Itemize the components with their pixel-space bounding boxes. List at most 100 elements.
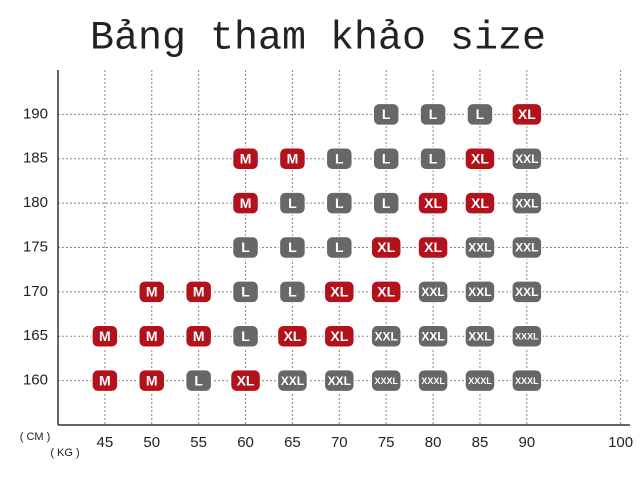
size-marker (464, 368, 496, 393)
size-label: XXL (515, 196, 538, 210)
size-marker (138, 324, 166, 348)
size-marker (278, 235, 307, 260)
size-label: M (193, 328, 205, 344)
size-label: XL (471, 150, 489, 166)
size-marker (464, 147, 496, 171)
size-label: XXXL (468, 376, 492, 386)
size-marker (372, 191, 400, 215)
size-label: XL (424, 195, 442, 211)
size-label: XXL (421, 285, 444, 299)
size-marker (511, 102, 543, 127)
size-label: XL (424, 239, 442, 255)
size-marker (325, 191, 354, 215)
size-label: XXL (281, 374, 304, 388)
size-marker (231, 235, 260, 260)
size-label: XL (237, 372, 255, 388)
size-label: L (194, 372, 203, 388)
size-marker (184, 324, 213, 348)
size-label: XXXL (374, 376, 398, 386)
size-label: XXL (468, 329, 491, 343)
size-label: XXXL (515, 376, 539, 386)
size-label: M (99, 372, 111, 388)
x-tick-label: 90 (519, 434, 536, 451)
size-marker (419, 102, 447, 127)
size-marker (231, 280, 260, 304)
x-tick-label: 100 (608, 434, 633, 451)
y-tick-label: 175 (23, 238, 48, 255)
size-label: XXL (515, 285, 538, 299)
size-label: M (240, 150, 252, 166)
size-label: L (288, 284, 297, 300)
x-tick-label: 55 (190, 434, 207, 451)
size-marker (417, 368, 449, 393)
size-label: XXL (515, 152, 538, 166)
size-marker (138, 280, 166, 304)
size-label: XL (283, 328, 301, 344)
size-marker (229, 368, 262, 393)
size-label: M (146, 284, 158, 300)
size-marker (372, 102, 400, 127)
size-marker (278, 191, 307, 215)
size-label: L (429, 106, 438, 122)
size-label: M (287, 150, 299, 166)
size-label: XL (471, 195, 489, 211)
size-label: XXL (515, 241, 538, 255)
size-label: M (146, 328, 158, 344)
size-label: L (335, 239, 344, 255)
size-marker (417, 235, 449, 260)
size-label: L (241, 284, 250, 300)
size-marker (276, 368, 309, 393)
size-label: XXL (328, 374, 351, 388)
size-label: XXL (468, 285, 491, 299)
x-axis-label: ( KG ) (50, 447, 79, 459)
size-marker (370, 235, 402, 260)
size-label: XXXL (515, 332, 539, 342)
size-label: M (240, 195, 252, 211)
size-label: XL (377, 284, 395, 300)
size-marker (511, 368, 543, 393)
size-marker (231, 147, 260, 171)
size-marker (417, 324, 449, 348)
size-marker (417, 191, 449, 215)
size-marker (278, 280, 307, 304)
size-label: XL (330, 284, 348, 300)
size-marker (91, 324, 119, 348)
size-label: L (335, 150, 344, 166)
size-label: M (146, 372, 158, 388)
size-marker (370, 368, 402, 393)
size-marker (370, 280, 402, 304)
size-marker (464, 324, 496, 348)
size-marker (370, 324, 402, 348)
y-tick-label: 180 (23, 194, 48, 211)
size-marker (184, 280, 213, 304)
size-marker (231, 324, 260, 348)
x-tick-label: 65 (284, 434, 301, 451)
size-label: XXL (468, 241, 491, 255)
size-marker (511, 280, 543, 304)
y-tick-label: 170 (23, 283, 48, 300)
y-tick-label: 160 (23, 372, 48, 389)
y-tick-label: 165 (23, 327, 48, 344)
size-label: M (99, 328, 111, 344)
size-marker (464, 235, 496, 260)
size-label: XXL (421, 329, 444, 343)
size-label: L (241, 328, 250, 344)
size-marker (511, 235, 543, 260)
size-marker (138, 368, 166, 393)
size-label: L (382, 150, 391, 166)
size-label: L (335, 195, 344, 211)
size-marker (323, 280, 356, 304)
size-marker (466, 102, 494, 127)
size-marker (276, 324, 309, 348)
x-tick-label: 50 (143, 434, 160, 451)
size-label: XXXL (421, 376, 445, 386)
size-label: L (241, 239, 250, 255)
size-marker (464, 191, 496, 215)
size-label: XXL (375, 329, 398, 343)
size-label: L (476, 106, 485, 122)
x-tick-label: 70 (331, 434, 348, 451)
size-marker (511, 191, 543, 215)
size-label: XL (518, 106, 536, 122)
